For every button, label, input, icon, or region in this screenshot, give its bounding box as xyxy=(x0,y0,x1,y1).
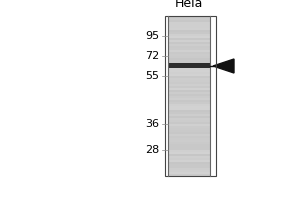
Bar xyxy=(168,38,210,40)
Bar xyxy=(168,32,210,34)
Bar xyxy=(168,28,210,30)
Bar xyxy=(168,122,210,124)
Bar xyxy=(168,114,210,116)
Bar xyxy=(168,70,210,72)
Bar xyxy=(168,152,210,154)
Bar xyxy=(168,40,210,42)
Text: 72: 72 xyxy=(145,51,159,61)
Bar xyxy=(168,112,210,114)
Bar xyxy=(168,130,210,132)
Bar xyxy=(168,62,210,64)
Bar xyxy=(168,164,210,166)
Bar xyxy=(168,56,210,58)
Bar xyxy=(168,88,210,90)
Bar xyxy=(168,66,210,68)
Bar xyxy=(168,172,210,174)
Bar xyxy=(168,80,210,82)
Bar xyxy=(168,76,210,78)
Bar xyxy=(168,30,210,32)
Text: 28: 28 xyxy=(145,145,159,155)
Bar xyxy=(168,92,210,94)
Bar xyxy=(168,60,210,62)
Bar xyxy=(168,20,210,22)
Bar xyxy=(168,148,210,150)
Bar xyxy=(168,86,210,88)
Bar xyxy=(168,82,210,84)
Bar xyxy=(168,24,210,26)
Bar xyxy=(165,16,216,176)
Bar xyxy=(168,50,210,52)
Bar xyxy=(168,174,210,176)
Bar xyxy=(168,106,210,108)
Bar xyxy=(168,68,210,70)
Bar xyxy=(168,134,210,136)
Bar xyxy=(168,90,210,92)
Bar xyxy=(168,58,210,60)
Bar xyxy=(168,142,210,144)
Bar xyxy=(168,144,210,146)
Bar xyxy=(168,138,210,140)
Bar xyxy=(168,146,210,148)
Bar xyxy=(168,64,210,66)
Bar xyxy=(168,78,210,80)
Bar xyxy=(168,128,210,130)
Bar xyxy=(168,154,210,156)
Bar xyxy=(168,94,210,96)
Bar xyxy=(168,126,210,128)
Bar xyxy=(168,18,210,20)
Bar xyxy=(168,84,210,86)
Bar xyxy=(168,136,210,138)
Bar xyxy=(168,46,210,48)
Bar xyxy=(168,98,210,100)
Bar xyxy=(168,63,210,68)
Bar xyxy=(168,102,210,104)
Bar xyxy=(168,72,210,74)
Bar xyxy=(168,54,210,56)
Bar xyxy=(168,22,210,24)
Bar xyxy=(168,16,210,18)
Bar xyxy=(168,36,210,38)
Bar xyxy=(168,156,210,158)
Bar xyxy=(168,74,210,76)
Bar xyxy=(168,132,210,134)
Bar xyxy=(168,162,210,164)
Bar xyxy=(168,158,210,160)
Bar xyxy=(168,42,210,44)
Bar xyxy=(168,166,210,168)
Bar xyxy=(168,44,210,46)
Bar xyxy=(168,116,210,118)
Bar xyxy=(168,104,210,106)
Bar xyxy=(168,48,210,50)
Bar xyxy=(168,120,210,122)
Text: Hela: Hela xyxy=(175,0,203,10)
Bar xyxy=(168,140,210,142)
Text: 55: 55 xyxy=(145,71,159,81)
Bar xyxy=(168,124,210,126)
Bar xyxy=(168,160,210,162)
Bar xyxy=(168,150,210,152)
Bar xyxy=(168,168,210,170)
Bar xyxy=(168,96,210,98)
Text: 95: 95 xyxy=(145,31,159,41)
Bar xyxy=(168,110,210,112)
Polygon shape xyxy=(213,59,234,73)
Bar xyxy=(168,26,210,28)
Bar xyxy=(168,100,210,102)
Bar xyxy=(168,118,210,120)
Bar xyxy=(168,170,210,172)
Text: 36: 36 xyxy=(145,119,159,129)
Bar xyxy=(168,52,210,54)
Bar xyxy=(168,34,210,36)
Bar xyxy=(168,108,210,110)
